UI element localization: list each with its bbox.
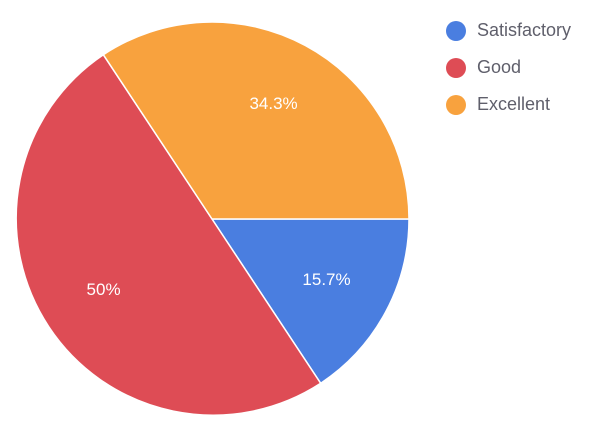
slice-label-satisfactory: 15.7% xyxy=(302,270,350,289)
legend-label-excellent: Excellent xyxy=(477,94,551,114)
legend: Satisfactory Good Excellent xyxy=(446,12,596,123)
slice-label-excellent: 34.3% xyxy=(249,94,297,113)
slice-label-good: 50% xyxy=(87,280,121,299)
legend-swatch-good xyxy=(446,57,466,78)
legend-item-excellent[interactable]: Excellent xyxy=(446,86,596,123)
pie-slices xyxy=(15,21,410,416)
legend-label-satisfactory: Satisfactory xyxy=(477,20,572,40)
legend-item-satisfactory[interactable]: Satisfactory xyxy=(446,12,596,49)
legend-item-good[interactable]: Good xyxy=(446,49,596,86)
legend-swatch-excellent xyxy=(446,94,466,115)
legend-swatch-satisfactory xyxy=(446,20,466,41)
legend-label-good: Good xyxy=(477,57,522,77)
pie-slice-excellent[interactable] xyxy=(102,21,410,220)
pie-slice-satisfactory[interactable] xyxy=(210,218,410,385)
pie-slice-labels: 15.7% 50% 34.3% xyxy=(87,94,351,299)
pie-slice-good[interactable] xyxy=(15,53,322,416)
